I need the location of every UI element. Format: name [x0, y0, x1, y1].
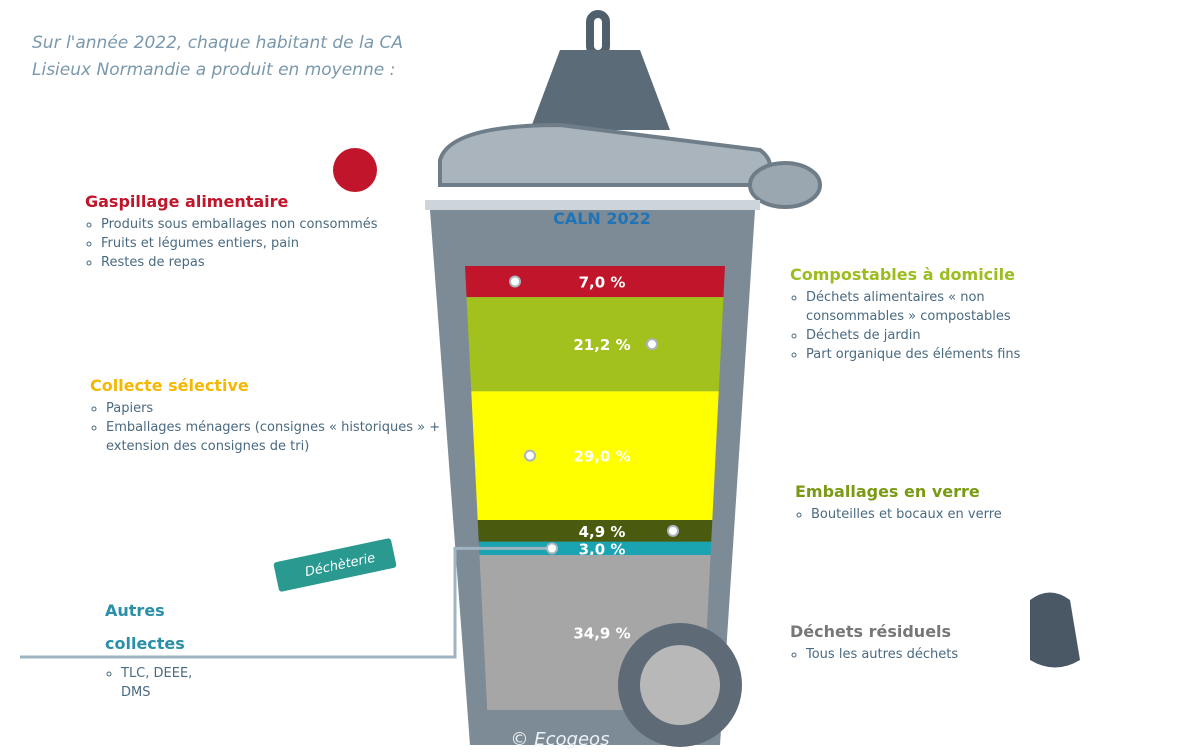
- legend-title: Gaspillage alimentaire: [85, 192, 445, 211]
- value-label: 34,9 %: [573, 625, 630, 643]
- legend-items: Déchets alimentaires « non consommables …: [790, 288, 1060, 364]
- legend-items: PapiersEmballages ménagers (consignes « …: [90, 399, 470, 456]
- apple-icon: [333, 148, 377, 192]
- legend-item: Bouteilles et bocaux en verre: [811, 505, 1055, 524]
- legend-title: Déchets résiduels: [790, 622, 1040, 641]
- legend-item: Papiers: [106, 399, 470, 418]
- legend-block: Autres collectes TLC, DEEE, DMS: [105, 594, 205, 702]
- leader-dot: [525, 451, 535, 461]
- hinge: [750, 163, 820, 207]
- leader-dot: [547, 543, 557, 553]
- title-line: Lisieux Normandie a produit en moyenne :: [32, 57, 403, 84]
- legend-item: Produits sous emballages non consommés: [101, 215, 445, 234]
- legend-item: Tous les autres déchets: [806, 645, 1040, 664]
- legend-block: Compostables à domicile Déchets alimentai…: [790, 265, 1060, 364]
- legend-items: Produits sous emballages non consommésFr…: [85, 215, 445, 272]
- lid-top: [530, 50, 670, 130]
- legend-block: Collecte sélective PapiersEmballages ména…: [90, 376, 470, 456]
- value-label: 4,9 %: [579, 523, 626, 541]
- leader-dot: [510, 277, 520, 287]
- wheel-hub: [640, 645, 720, 725]
- value-label: 21,2 %: [573, 336, 630, 354]
- legend-item: Déchets de jardin: [806, 326, 1060, 345]
- leader-dot: [668, 526, 678, 536]
- legend-title: Autres collectes: [105, 594, 205, 660]
- infographic: CALN 2022 7,0 %21,2 %29,0 %4,9 %3,0 %34,…: [0, 0, 1179, 755]
- legend-block: Gaspillage alimentaire Produits sous emba…: [85, 192, 445, 272]
- legend-block: Emballages en verre Bouteilles et bocaux …: [795, 482, 1055, 524]
- legend-item: Part organique des éléments fins: [806, 345, 1060, 364]
- legend-item: Restes de repas: [101, 253, 445, 272]
- legend-item: TLC, DEEE, DMS: [121, 664, 205, 702]
- value-label: 7,0 %: [579, 274, 626, 292]
- handle: [590, 14, 606, 54]
- bin-label: CALN 2022: [553, 209, 651, 228]
- title-line: Sur l'année 2022, chaque habitant de la …: [32, 30, 403, 57]
- legend-block: Déchets résiduels Tous les autres déchets: [790, 622, 1040, 664]
- legend-item: Déchets alimentaires « non consommables …: [806, 288, 1060, 326]
- legend-title: Emballages en verre: [795, 482, 1055, 501]
- lid: [440, 125, 770, 185]
- legend-title: Collecte sélective: [90, 376, 470, 395]
- leader-dot: [647, 339, 657, 349]
- legend-item: Fruits et légumes entiers, pain: [101, 234, 445, 253]
- legend-title: Compostables à domicile: [790, 265, 1060, 284]
- legend-item: Emballages ménagers (consignes « histori…: [106, 418, 470, 456]
- legend-items: Bouteilles et bocaux en verre: [795, 505, 1055, 524]
- title: Sur l'année 2022, chaque habitant de la …: [32, 30, 403, 84]
- credit: © Ecogeos: [511, 729, 610, 750]
- value-label: 29,0 %: [573, 448, 630, 466]
- legend-items: Tous les autres déchets: [790, 645, 1040, 664]
- legend-items: TLC, DEEE, DMS: [105, 664, 205, 702]
